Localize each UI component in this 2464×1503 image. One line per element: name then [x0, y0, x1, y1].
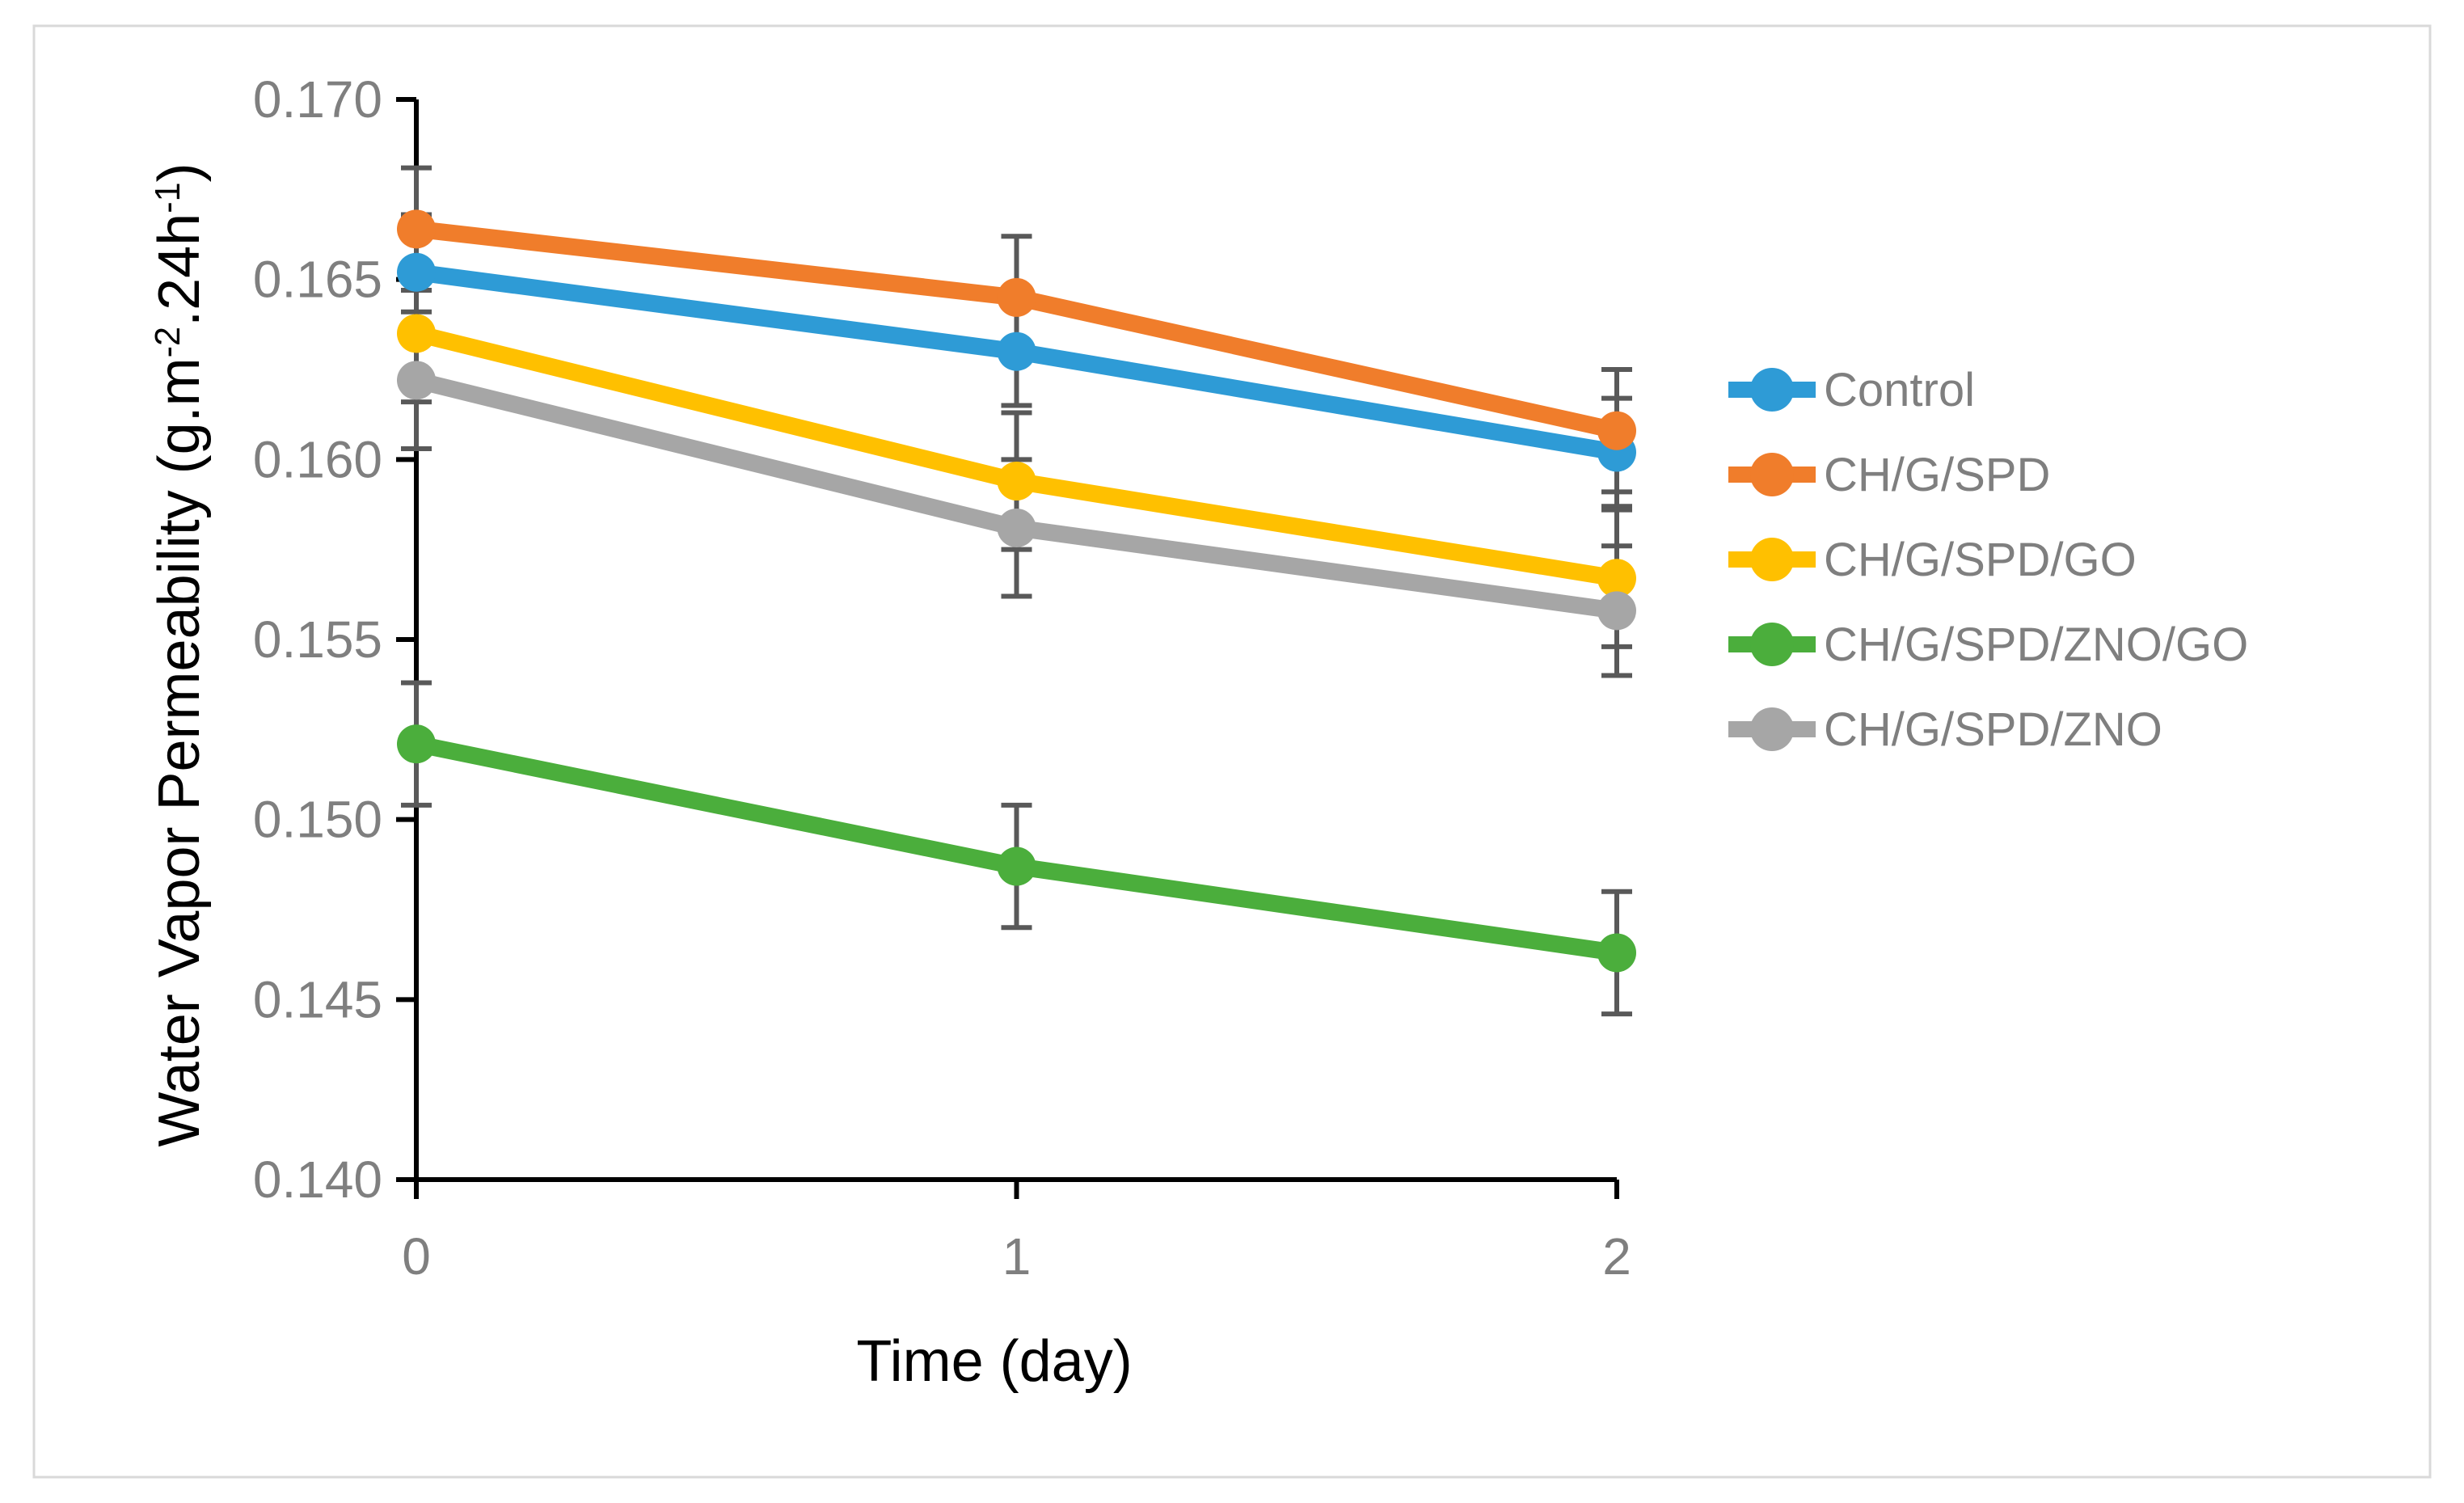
y-axis-title-text: Water Vapor Permeability (g.m: [147, 357, 212, 1147]
legend-marker-ch-g-spd-zno-go: [1750, 623, 1794, 666]
series-marker-ch-g-spd-zno-go: [997, 846, 1036, 886]
series-marker-ch-g-spd-zno: [997, 508, 1036, 547]
legend-marker-ch-g-spd: [1750, 453, 1794, 496]
figure-border: [32, 24, 2432, 1479]
y-axis-tick-label: 0.170: [253, 70, 382, 129]
series-marker-ch-g-spd: [997, 277, 1036, 317]
legend-marker-control: [1750, 368, 1794, 412]
y-axis-tick-label: 0.160: [253, 430, 382, 488]
legend-label-ch-g-spd-zno: CH/G/SPD/ZNO: [1824, 703, 2162, 756]
x-axis-title: Time (day): [856, 1329, 1133, 1394]
series-marker-ch-g-spd-zno: [1597, 591, 1636, 631]
legend-marker-ch-g-spd-zno: [1750, 707, 1794, 751]
series-marker-ch-g-spd-zno: [397, 361, 436, 400]
y-axis-title-superscript: -1: [149, 182, 188, 213]
series-marker-control: [397, 252, 436, 292]
series-marker-ch-g-spd-go: [397, 314, 436, 353]
legend-label-ch-g-spd-go: CH/G/SPD/GO: [1824, 534, 2137, 586]
y-axis-tick-label: 0.150: [253, 791, 382, 849]
x-axis-tick-label: 0: [402, 1227, 431, 1286]
y-axis-tick-label: 0.140: [253, 1150, 382, 1209]
series-marker-ch-g-spd-go: [997, 462, 1036, 501]
legend-label-control: Control: [1824, 364, 1975, 416]
series-marker-ch-g-spd: [397, 209, 436, 249]
series-marker-ch-g-spd-zno-go: [397, 724, 436, 764]
x-axis-tick-label: 1: [1002, 1227, 1032, 1286]
series-marker-ch-g-spd: [1597, 411, 1636, 450]
series-marker-ch-g-spd-go: [1597, 559, 1636, 598]
legend-label-ch-g-spd: CH/G/SPD: [1824, 449, 2050, 501]
y-axis-tick-label: 0.165: [253, 251, 382, 309]
series-marker-ch-g-spd-zno-go: [1597, 933, 1636, 973]
y-axis-tick-label: 0.155: [253, 610, 382, 669]
legend-label-ch-g-spd-zno-go: CH/G/SPD/ZNO/GO: [1824, 619, 2248, 671]
y-axis-title: Water Vapor Permeability (g.m-2.24h-1): [146, 49, 213, 1261]
y-axis-title-text: .24h: [147, 213, 212, 327]
y-axis-title-superscript: -2: [149, 326, 188, 358]
series-marker-control: [997, 331, 1036, 371]
y-axis-tick-label: 0.145: [253, 970, 382, 1028]
x-axis-tick-label: 2: [1602, 1227, 1631, 1286]
y-axis-title-text: ): [147, 163, 212, 183]
legend-marker-ch-g-spd-go: [1750, 538, 1794, 581]
